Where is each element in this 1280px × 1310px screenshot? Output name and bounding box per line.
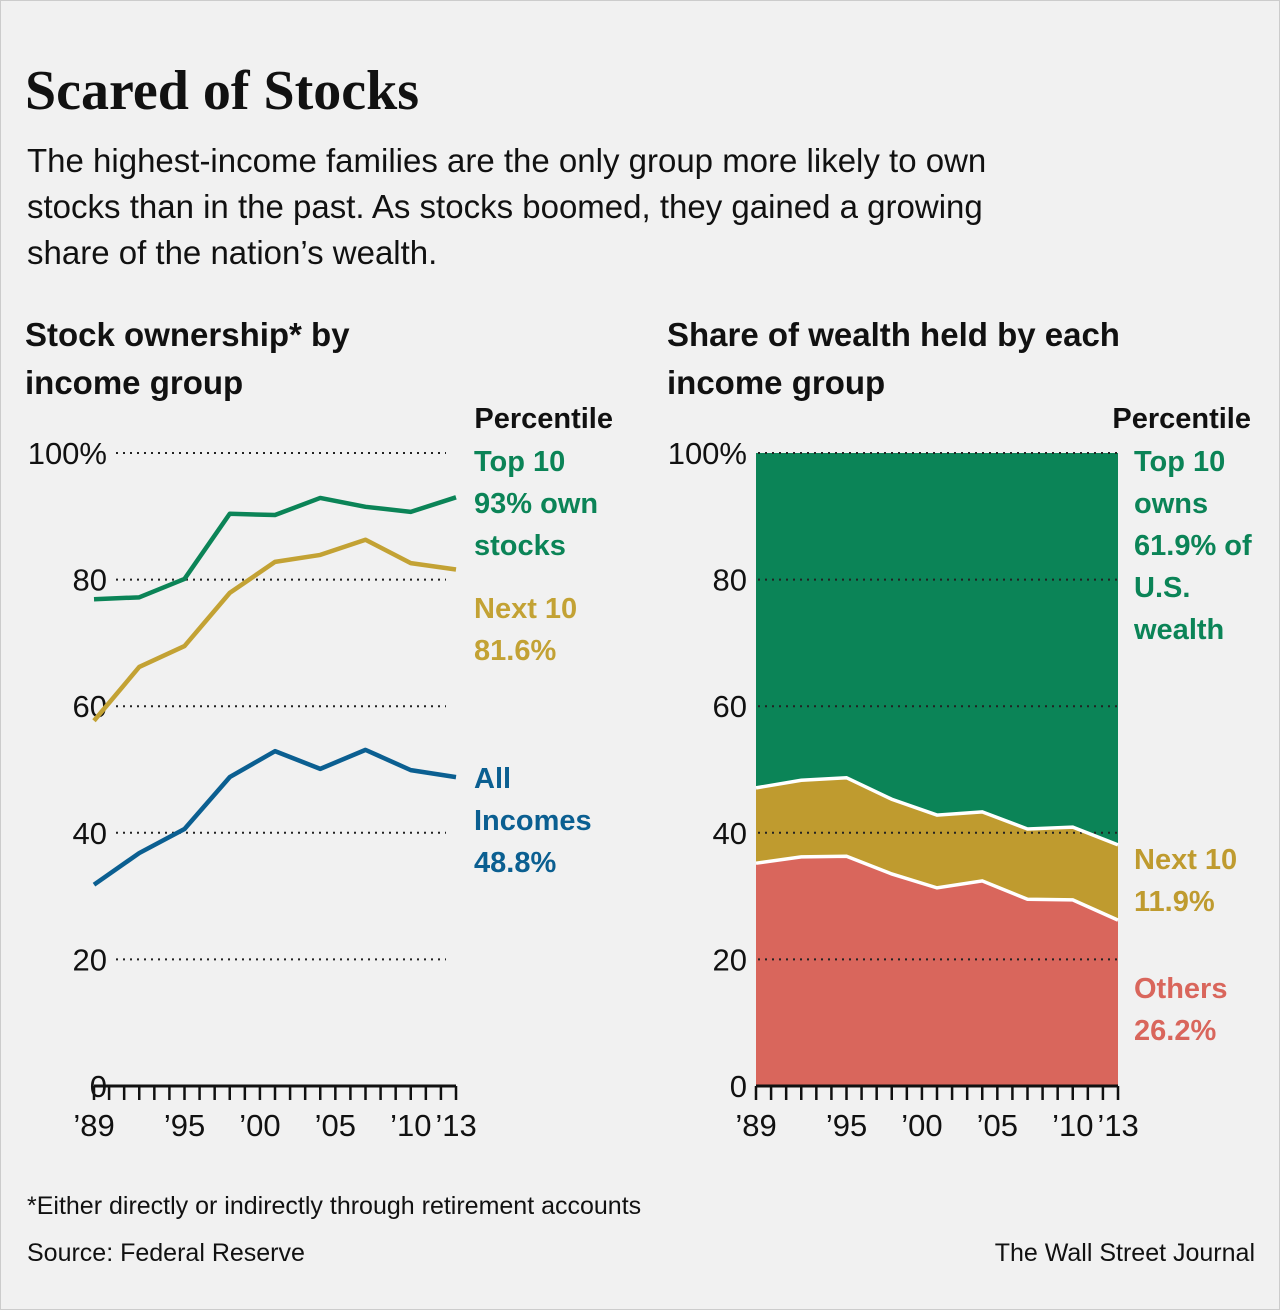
y-tick-label: 100% [28, 436, 107, 471]
y-tick-label: 100% [668, 436, 747, 471]
x-tick-label: ’95 [826, 1108, 867, 1143]
area [756, 453, 1118, 845]
series-label: All Incomes 48.8% [474, 758, 624, 884]
series-note: 48.8% [474, 847, 557, 879]
line [92, 537, 457, 723]
series-label: Next 10 11.9% [1134, 839, 1274, 923]
x-tick-label: ’89 [735, 1108, 776, 1143]
y-tick-label: 40 [73, 816, 107, 851]
x-tick-label: ’10 [390, 1108, 431, 1143]
y-tick-label: 60 [73, 689, 107, 724]
area-edge [755, 775, 1119, 847]
y-tick-label: 20 [73, 942, 107, 977]
y-tick-label: 40 [713, 816, 747, 851]
series-label: Next 10 81.6% [474, 588, 624, 672]
subtitle: The highest-income families are the only… [27, 142, 986, 179]
y-tick-label: 80 [713, 563, 747, 598]
credit: The Wall Street Journal [995, 1239, 1255, 1267]
legend-title: Percentile [474, 403, 613, 435]
chart-title: Share of wealth held by each [667, 316, 1120, 353]
legend-entry: Others [1134, 973, 1228, 1005]
x-tick-label: ’00 [901, 1108, 942, 1143]
area [756, 777, 1118, 921]
chart-title: income group [25, 364, 243, 401]
series-note: 11.9% [1134, 886, 1215, 918]
series-note: owns 61.9% of U.S. wealth [1134, 488, 1252, 646]
chart-title: income group [667, 364, 885, 401]
legend-entry: All Incomes [474, 763, 592, 837]
x-tick-label: ’13 [1097, 1108, 1138, 1143]
title: Scared of Stocks [25, 60, 419, 122]
legend-entry: Top 10 [1134, 446, 1226, 478]
area [756, 856, 1118, 1086]
subtitle: share of the nation’s wealth. [27, 234, 437, 271]
x-tick-label: ’00 [239, 1108, 280, 1143]
legend-entry: Next 10 [1134, 844, 1238, 876]
source: Source: Federal Reserve [27, 1239, 305, 1267]
area-edge [755, 854, 1119, 922]
legend-entry: Next 10 [474, 593, 578, 625]
line [92, 747, 457, 887]
x-tick-label: ’05 [977, 1108, 1018, 1143]
series-label: Top 10 93% own stocks [474, 441, 624, 567]
footnote: *Either directly or indirectly through r… [27, 1192, 641, 1220]
series-label: Top 10 owns 61.9% of U.S. wealth [1134, 441, 1274, 651]
legend-entry: Top 10 [474, 446, 566, 478]
y-tick-label: 80 [73, 563, 107, 598]
series-note: 93% own stocks [474, 488, 599, 562]
x-tick-label: ’10 [1052, 1108, 1093, 1143]
series-label: Others 26.2% [1134, 968, 1274, 1052]
line [93, 495, 457, 602]
x-tick-label: ’13 [435, 1108, 476, 1143]
subtitle: stocks than in the past. As stocks boome… [27, 188, 983, 225]
y-tick-label: 20 [713, 942, 747, 977]
chart-title: Stock ownership* by [25, 316, 350, 353]
y-tick-label: 60 [713, 689, 747, 724]
series-note: 26.2% [1134, 1015, 1217, 1047]
y-tick-label: 0 [730, 1069, 747, 1104]
x-tick-label: ’95 [164, 1108, 205, 1143]
series-note: 81.6% [474, 635, 557, 667]
legend-title: Percentile [1112, 403, 1251, 435]
x-tick-label: ’05 [315, 1108, 356, 1143]
x-tick-label: ’89 [73, 1108, 114, 1143]
